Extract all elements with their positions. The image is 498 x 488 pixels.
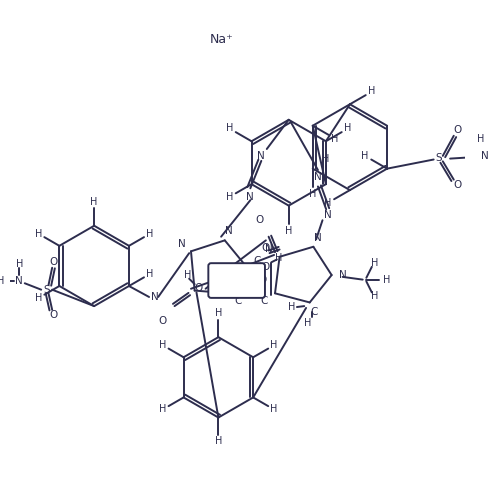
Text: H: H bbox=[159, 405, 167, 414]
Text: H: H bbox=[322, 154, 330, 163]
Text: H: H bbox=[478, 134, 485, 144]
Text: H: H bbox=[288, 302, 295, 312]
Text: O: O bbox=[262, 262, 270, 272]
Text: H: H bbox=[285, 226, 292, 236]
Text: O: O bbox=[50, 257, 58, 267]
Text: S: S bbox=[436, 153, 442, 163]
Text: H: H bbox=[226, 123, 233, 133]
Text: H: H bbox=[35, 229, 42, 239]
Text: H: H bbox=[215, 308, 222, 318]
Text: S: S bbox=[43, 285, 50, 295]
Text: N: N bbox=[265, 244, 272, 254]
Text: H: H bbox=[361, 151, 369, 161]
Text: H: H bbox=[344, 123, 352, 133]
Text: H: H bbox=[383, 275, 390, 285]
Text: N: N bbox=[226, 226, 233, 236]
Text: H: H bbox=[371, 291, 378, 301]
Text: H: H bbox=[304, 318, 312, 327]
Text: H: H bbox=[324, 198, 332, 208]
Text: N: N bbox=[247, 192, 254, 203]
Text: H: H bbox=[309, 189, 316, 199]
Text: H: H bbox=[146, 269, 153, 279]
Text: H: H bbox=[275, 253, 282, 263]
Text: C: C bbox=[311, 306, 318, 317]
Text: H: H bbox=[270, 341, 277, 350]
Text: H: H bbox=[91, 197, 98, 207]
Text: H: H bbox=[35, 293, 42, 303]
Text: O: O bbox=[262, 243, 270, 253]
Text: N: N bbox=[178, 239, 186, 249]
FancyBboxPatch shape bbox=[208, 263, 265, 298]
Text: N: N bbox=[151, 292, 158, 302]
Text: N: N bbox=[257, 151, 265, 162]
Text: H: H bbox=[159, 341, 167, 350]
Text: H: H bbox=[146, 229, 153, 239]
Text: N: N bbox=[339, 270, 347, 280]
Text: H: H bbox=[331, 134, 339, 143]
Text: N: N bbox=[15, 276, 23, 285]
Text: C: C bbox=[235, 296, 242, 305]
Text: O: O bbox=[158, 316, 167, 325]
Text: H: H bbox=[371, 258, 378, 268]
Text: H: H bbox=[270, 405, 277, 414]
Text: Abs: Abs bbox=[225, 274, 248, 287]
Text: O: O bbox=[194, 283, 202, 293]
Text: O: O bbox=[258, 275, 266, 285]
Text: Na⁺: Na⁺ bbox=[210, 33, 234, 46]
Text: H: H bbox=[226, 192, 233, 202]
Text: C: C bbox=[260, 296, 268, 305]
Text: H: H bbox=[15, 259, 23, 269]
Text: H: H bbox=[215, 436, 222, 447]
Text: O: O bbox=[453, 180, 462, 190]
Text: H: H bbox=[184, 270, 191, 280]
Text: O: O bbox=[50, 310, 58, 320]
Text: N: N bbox=[324, 210, 332, 220]
Text: N: N bbox=[314, 172, 322, 183]
Text: O: O bbox=[453, 125, 462, 135]
Text: H: H bbox=[369, 86, 375, 97]
Text: C: C bbox=[253, 256, 260, 266]
Text: N: N bbox=[314, 233, 322, 243]
Text: N: N bbox=[481, 151, 489, 161]
Text: H: H bbox=[0, 276, 4, 285]
Text: O: O bbox=[255, 215, 263, 225]
